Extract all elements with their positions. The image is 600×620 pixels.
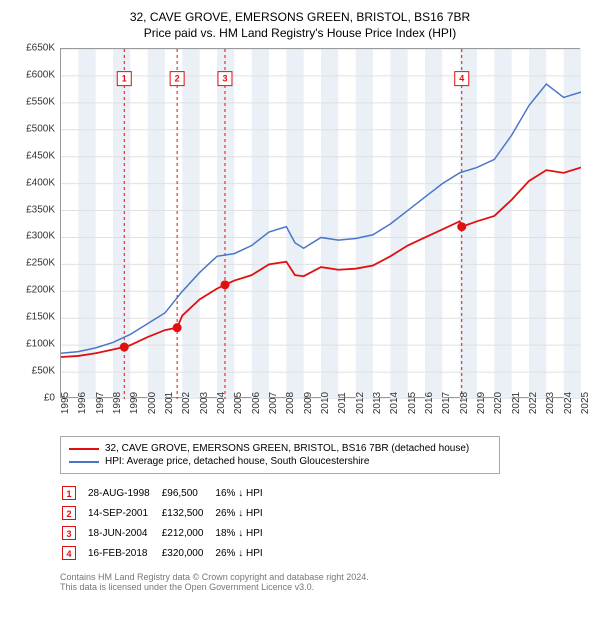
event-pct: 18% ↓ HPI bbox=[215, 524, 272, 542]
event-pct: 26% ↓ HPI bbox=[215, 544, 272, 562]
event-row: 4 16-FEB-2018£320,00026% ↓ HPI bbox=[62, 544, 273, 562]
event-row: 3 18-JUN-2004£212,00018% ↓ HPI bbox=[62, 524, 273, 542]
plot-area: 1 2 3 4 bbox=[60, 48, 580, 398]
legend-label-property: 32, CAVE GROVE, EMERSONS GREEN, BRISTOL,… bbox=[105, 443, 469, 454]
legend-item-property: 32, CAVE GROVE, EMERSONS GREEN, BRISTOL,… bbox=[69, 443, 491, 454]
event-date: 16-FEB-2018 bbox=[88, 544, 160, 562]
legend-swatch-property bbox=[69, 448, 99, 450]
event-price: £212,000 bbox=[162, 524, 214, 542]
x-axis-label: 2005 bbox=[233, 392, 244, 414]
event-marker: 1 bbox=[62, 486, 76, 500]
footer: Contains HM Land Registry data © Crown c… bbox=[60, 572, 590, 592]
legend-label-hpi: HPI: Average price, detached house, Sout… bbox=[105, 456, 369, 467]
y-axis-label: £400K bbox=[26, 177, 55, 188]
footer-line-2: This data is licensed under the Open Gov… bbox=[60, 582, 590, 592]
x-axis-label: 2023 bbox=[545, 392, 556, 414]
y-axis-label: £50K bbox=[32, 366, 55, 377]
x-axis-label: 1998 bbox=[112, 392, 123, 414]
y-axis-label: £500K bbox=[26, 123, 55, 134]
event-marker: 3 bbox=[62, 526, 76, 540]
x-axis-label: 2010 bbox=[320, 392, 331, 414]
events-table: 1 28-AUG-1998£96,50016% ↓ HPI 2 14-SEP-2001… bbox=[60, 482, 275, 564]
chart-container: 1 2 3 4 £0 £50K £100K £150K £200K £250K £300K £350… bbox=[10, 48, 590, 428]
chart-title: 32, CAVE GROVE, EMERSONS GREEN, BRISTOL,… bbox=[10, 10, 590, 24]
event-pct: 26% ↓ HPI bbox=[215, 504, 272, 522]
x-axis-label: 1999 bbox=[129, 392, 140, 414]
chart-svg: 1 2 3 4 bbox=[61, 49, 581, 399]
x-axis-label: 2014 bbox=[389, 392, 400, 414]
x-axis-label: 2009 bbox=[303, 392, 314, 414]
event-pct: 16% ↓ HPI bbox=[215, 484, 272, 502]
x-axis-label: 1995 bbox=[60, 392, 71, 414]
event-row: 1 28-AUG-1998£96,50016% ↓ HPI bbox=[62, 484, 273, 502]
x-axis-label: 2002 bbox=[181, 392, 192, 414]
legend-swatch-hpi bbox=[69, 461, 99, 463]
y-axis-label: £550K bbox=[26, 96, 55, 107]
event-row: 2 14-SEP-2001£132,50026% ↓ HPI bbox=[62, 504, 273, 522]
y-axis-label: £250K bbox=[26, 258, 55, 269]
x-axis-label: 2021 bbox=[511, 392, 522, 414]
x-axis-label: 1997 bbox=[95, 392, 106, 414]
x-axis-label: 2024 bbox=[563, 392, 574, 414]
x-axis-label: 1996 bbox=[77, 392, 88, 414]
x-axis-label: 2008 bbox=[285, 392, 296, 414]
svg-text:2: 2 bbox=[175, 74, 180, 84]
legend: 32, CAVE GROVE, EMERSONS GREEN, BRISTOL,… bbox=[60, 436, 500, 474]
x-axis-label: 2022 bbox=[528, 392, 539, 414]
x-axis-label: 2013 bbox=[372, 392, 383, 414]
y-axis-label: £350K bbox=[26, 204, 55, 215]
x-axis-label: 2017 bbox=[441, 392, 452, 414]
y-axis-label: £300K bbox=[26, 231, 55, 242]
event-date: 28-AUG-1998 bbox=[88, 484, 160, 502]
x-axis-label: 2020 bbox=[493, 392, 504, 414]
x-axis-label: 2012 bbox=[355, 392, 366, 414]
event-marker: 2 bbox=[62, 506, 76, 520]
event-price: £96,500 bbox=[162, 484, 214, 502]
x-axis-label: 2004 bbox=[216, 392, 227, 414]
event-price: £320,000 bbox=[162, 544, 214, 562]
event-date: 14-SEP-2001 bbox=[88, 504, 160, 522]
x-axis-label: 2011 bbox=[337, 392, 348, 414]
y-axis-label: £600K bbox=[26, 69, 55, 80]
x-axis-label: 2018 bbox=[459, 392, 470, 414]
x-axis-label: 2003 bbox=[199, 392, 210, 414]
x-axis-label: 2016 bbox=[424, 392, 435, 414]
footer-line-1: Contains HM Land Registry data © Crown c… bbox=[60, 572, 590, 582]
y-axis-label: £450K bbox=[26, 150, 55, 161]
svg-text:4: 4 bbox=[459, 74, 464, 84]
svg-text:3: 3 bbox=[222, 74, 227, 84]
chart-subtitle: Price paid vs. HM Land Registry's House … bbox=[10, 26, 590, 40]
y-axis-label: £100K bbox=[26, 339, 55, 350]
y-axis-label: £150K bbox=[26, 312, 55, 323]
x-axis-label: 2006 bbox=[251, 392, 262, 414]
svg-text:1: 1 bbox=[122, 74, 127, 84]
event-price: £132,500 bbox=[162, 504, 214, 522]
y-axis-label: £650K bbox=[26, 43, 55, 54]
x-axis-label: 2019 bbox=[476, 392, 487, 414]
y-axis-label: £200K bbox=[26, 285, 55, 296]
x-axis-label: 2025 bbox=[580, 392, 591, 414]
x-axis-label: 2007 bbox=[268, 392, 279, 414]
event-date: 18-JUN-2004 bbox=[88, 524, 160, 542]
x-axis-label: 2001 bbox=[164, 392, 175, 414]
x-axis-label: 2000 bbox=[147, 392, 158, 414]
legend-item-hpi: HPI: Average price, detached house, Sout… bbox=[69, 456, 491, 467]
event-marker: 4 bbox=[62, 546, 76, 560]
y-axis-label: £0 bbox=[44, 393, 55, 404]
x-axis-label: 2015 bbox=[407, 392, 418, 414]
